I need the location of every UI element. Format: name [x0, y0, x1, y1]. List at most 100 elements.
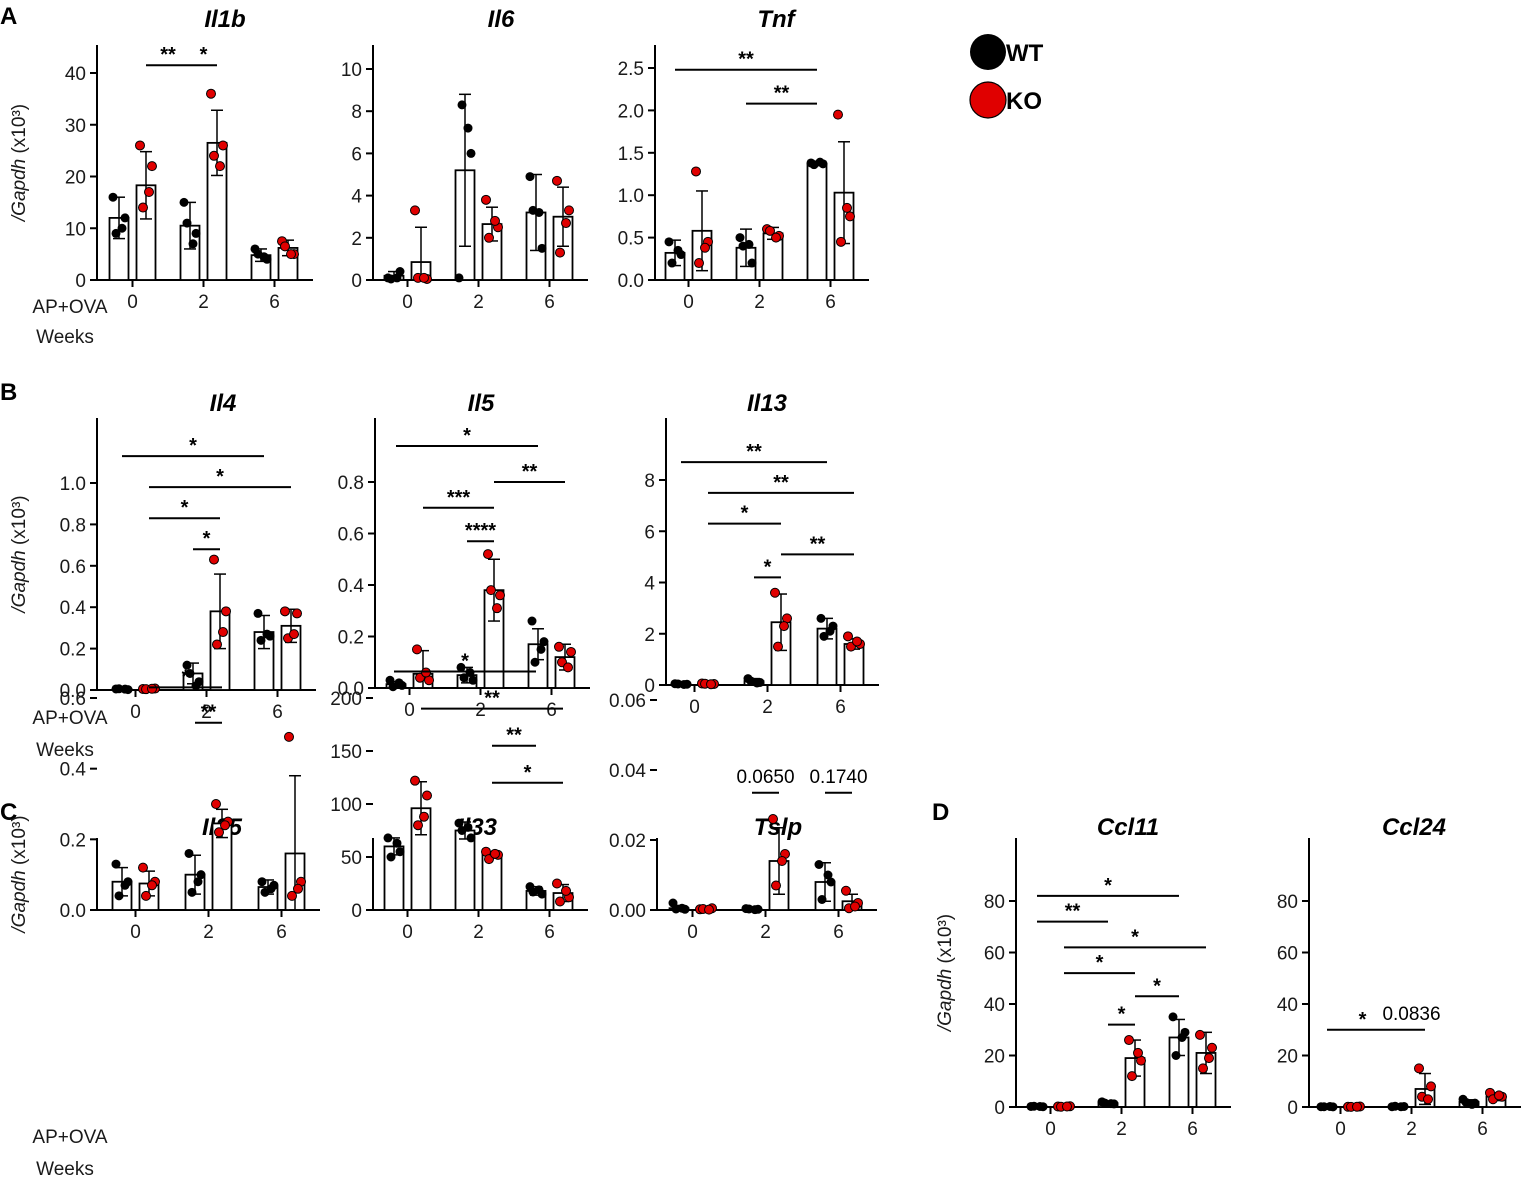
y-tick-label: 80: [1277, 892, 1298, 913]
data-point-ko: [286, 249, 296, 260]
data-point-ko: [135, 140, 145, 151]
data-point-ko: [287, 890, 297, 901]
data-point-wt: [664, 237, 674, 247]
data-point-ko: [691, 166, 701, 177]
data-point-wt: [537, 243, 547, 253]
y-tick-label: 0: [75, 271, 86, 292]
y-tick-label: 8: [644, 471, 655, 492]
data-point-wt: [196, 870, 206, 880]
data-point-wt: [185, 668, 195, 678]
significance-label: **: [738, 49, 754, 71]
data-point-ko: [850, 901, 860, 912]
data-point-ko: [706, 679, 716, 690]
x-tick-label: 6: [1187, 1119, 1198, 1140]
significance-label: *: [182, 666, 190, 688]
data-point-ko: [555, 247, 565, 258]
bar-wt: [454, 829, 476, 911]
data-point-ko: [841, 885, 851, 896]
y-tick-label: 0.8: [338, 473, 364, 494]
data-point-ko: [554, 641, 564, 652]
data-point-wt: [259, 252, 269, 262]
y-tick-label: 2: [644, 625, 655, 646]
x-tick-label: 0: [689, 697, 700, 718]
x-tick-label: 0: [130, 922, 141, 943]
data-point-ko: [1423, 1094, 1433, 1105]
significance-label: *: [741, 503, 749, 525]
significance-label: *: [764, 556, 772, 578]
data-point-wt: [679, 679, 689, 689]
data-point-wt: [193, 877, 203, 887]
significance-label: **: [774, 83, 790, 105]
data-point-wt: [179, 197, 189, 207]
x-tick-label: 0: [402, 292, 413, 313]
x-tick-label: 0: [127, 292, 138, 313]
y-tick-label: 200: [330, 689, 362, 710]
data-point-ko: [773, 641, 783, 652]
data-point-wt: [673, 245, 683, 255]
y-tick-label: 1.0: [618, 186, 644, 207]
data-point-ko: [1198, 1063, 1208, 1074]
significance-label: **: [160, 44, 176, 66]
data-point-wt: [466, 833, 476, 843]
y-tick-label: 1.5: [618, 144, 644, 165]
data-point-ko: [1352, 1101, 1362, 1112]
data-point-wt: [459, 673, 469, 683]
data-point-wt: [463, 123, 473, 133]
data-point-ko: [771, 880, 781, 891]
y-tick-label: 10: [65, 219, 86, 240]
significance-label: *: [1131, 926, 1139, 948]
data-point-wt: [108, 192, 118, 202]
x-tick-label: 6: [835, 697, 846, 718]
data-point-wt: [386, 852, 396, 862]
x-tick-label: 2: [203, 922, 214, 943]
legend-wt-label: WT: [1006, 40, 1044, 67]
data-point-wt: [1177, 1032, 1187, 1042]
data-point-ko: [561, 885, 571, 896]
significance-label: *: [461, 651, 469, 673]
y-tick-label: 40: [984, 995, 1005, 1016]
data-point-ko: [292, 608, 302, 619]
y-tick-label: 0.4: [338, 576, 365, 597]
data-point-ko: [1204, 1053, 1214, 1064]
data-point-ko: [412, 644, 422, 655]
y-tick-label: 2: [351, 229, 362, 250]
data-point-ko: [490, 848, 500, 859]
data-point-ko: [765, 225, 775, 236]
data-point-wt: [182, 218, 192, 228]
y-tick-label: 4: [351, 187, 362, 208]
data-point-ko: [836, 236, 846, 247]
x-tick-label: 0: [402, 922, 413, 943]
y-tick-label: 0.6: [338, 525, 364, 546]
y-tick-label: 0: [1287, 1098, 1298, 1119]
x-tick-label: 2: [1406, 1119, 1417, 1140]
x-tick-label: 2: [475, 700, 486, 721]
data-point-ko: [218, 140, 228, 151]
y-tick-label: 0.2: [338, 628, 364, 649]
data-point-ko: [221, 606, 231, 617]
y-tick-label: 0.2: [60, 640, 86, 661]
data-point-wt: [184, 848, 194, 858]
panel-letter-d: D: [932, 799, 949, 826]
data-point-wt: [257, 877, 267, 887]
data-point-wt: [817, 895, 827, 904]
data-point-wt: [823, 870, 833, 880]
y-tick-label: 50: [341, 848, 362, 869]
data-point-wt: [191, 228, 201, 238]
y-tick-label: 30: [65, 116, 86, 137]
y-tick-label: 0: [994, 1098, 1005, 1119]
data-point-wt: [536, 644, 546, 654]
significance-label: **: [773, 472, 789, 494]
chart-title: Il13: [747, 390, 788, 417]
data-point-wt: [457, 100, 467, 110]
y-tick-label: 20: [65, 168, 86, 189]
data-point-ko: [289, 629, 299, 640]
data-point-ko: [220, 820, 230, 831]
legend-ko-label: KO: [1006, 88, 1042, 115]
chart-title: Il6: [488, 6, 515, 33]
data-point-wt: [819, 631, 829, 641]
y-tick-label: 0.06: [609, 691, 646, 712]
data-point-ko: [555, 896, 565, 907]
y-tick-label: 0: [351, 901, 362, 922]
data-point-ko: [704, 904, 714, 915]
